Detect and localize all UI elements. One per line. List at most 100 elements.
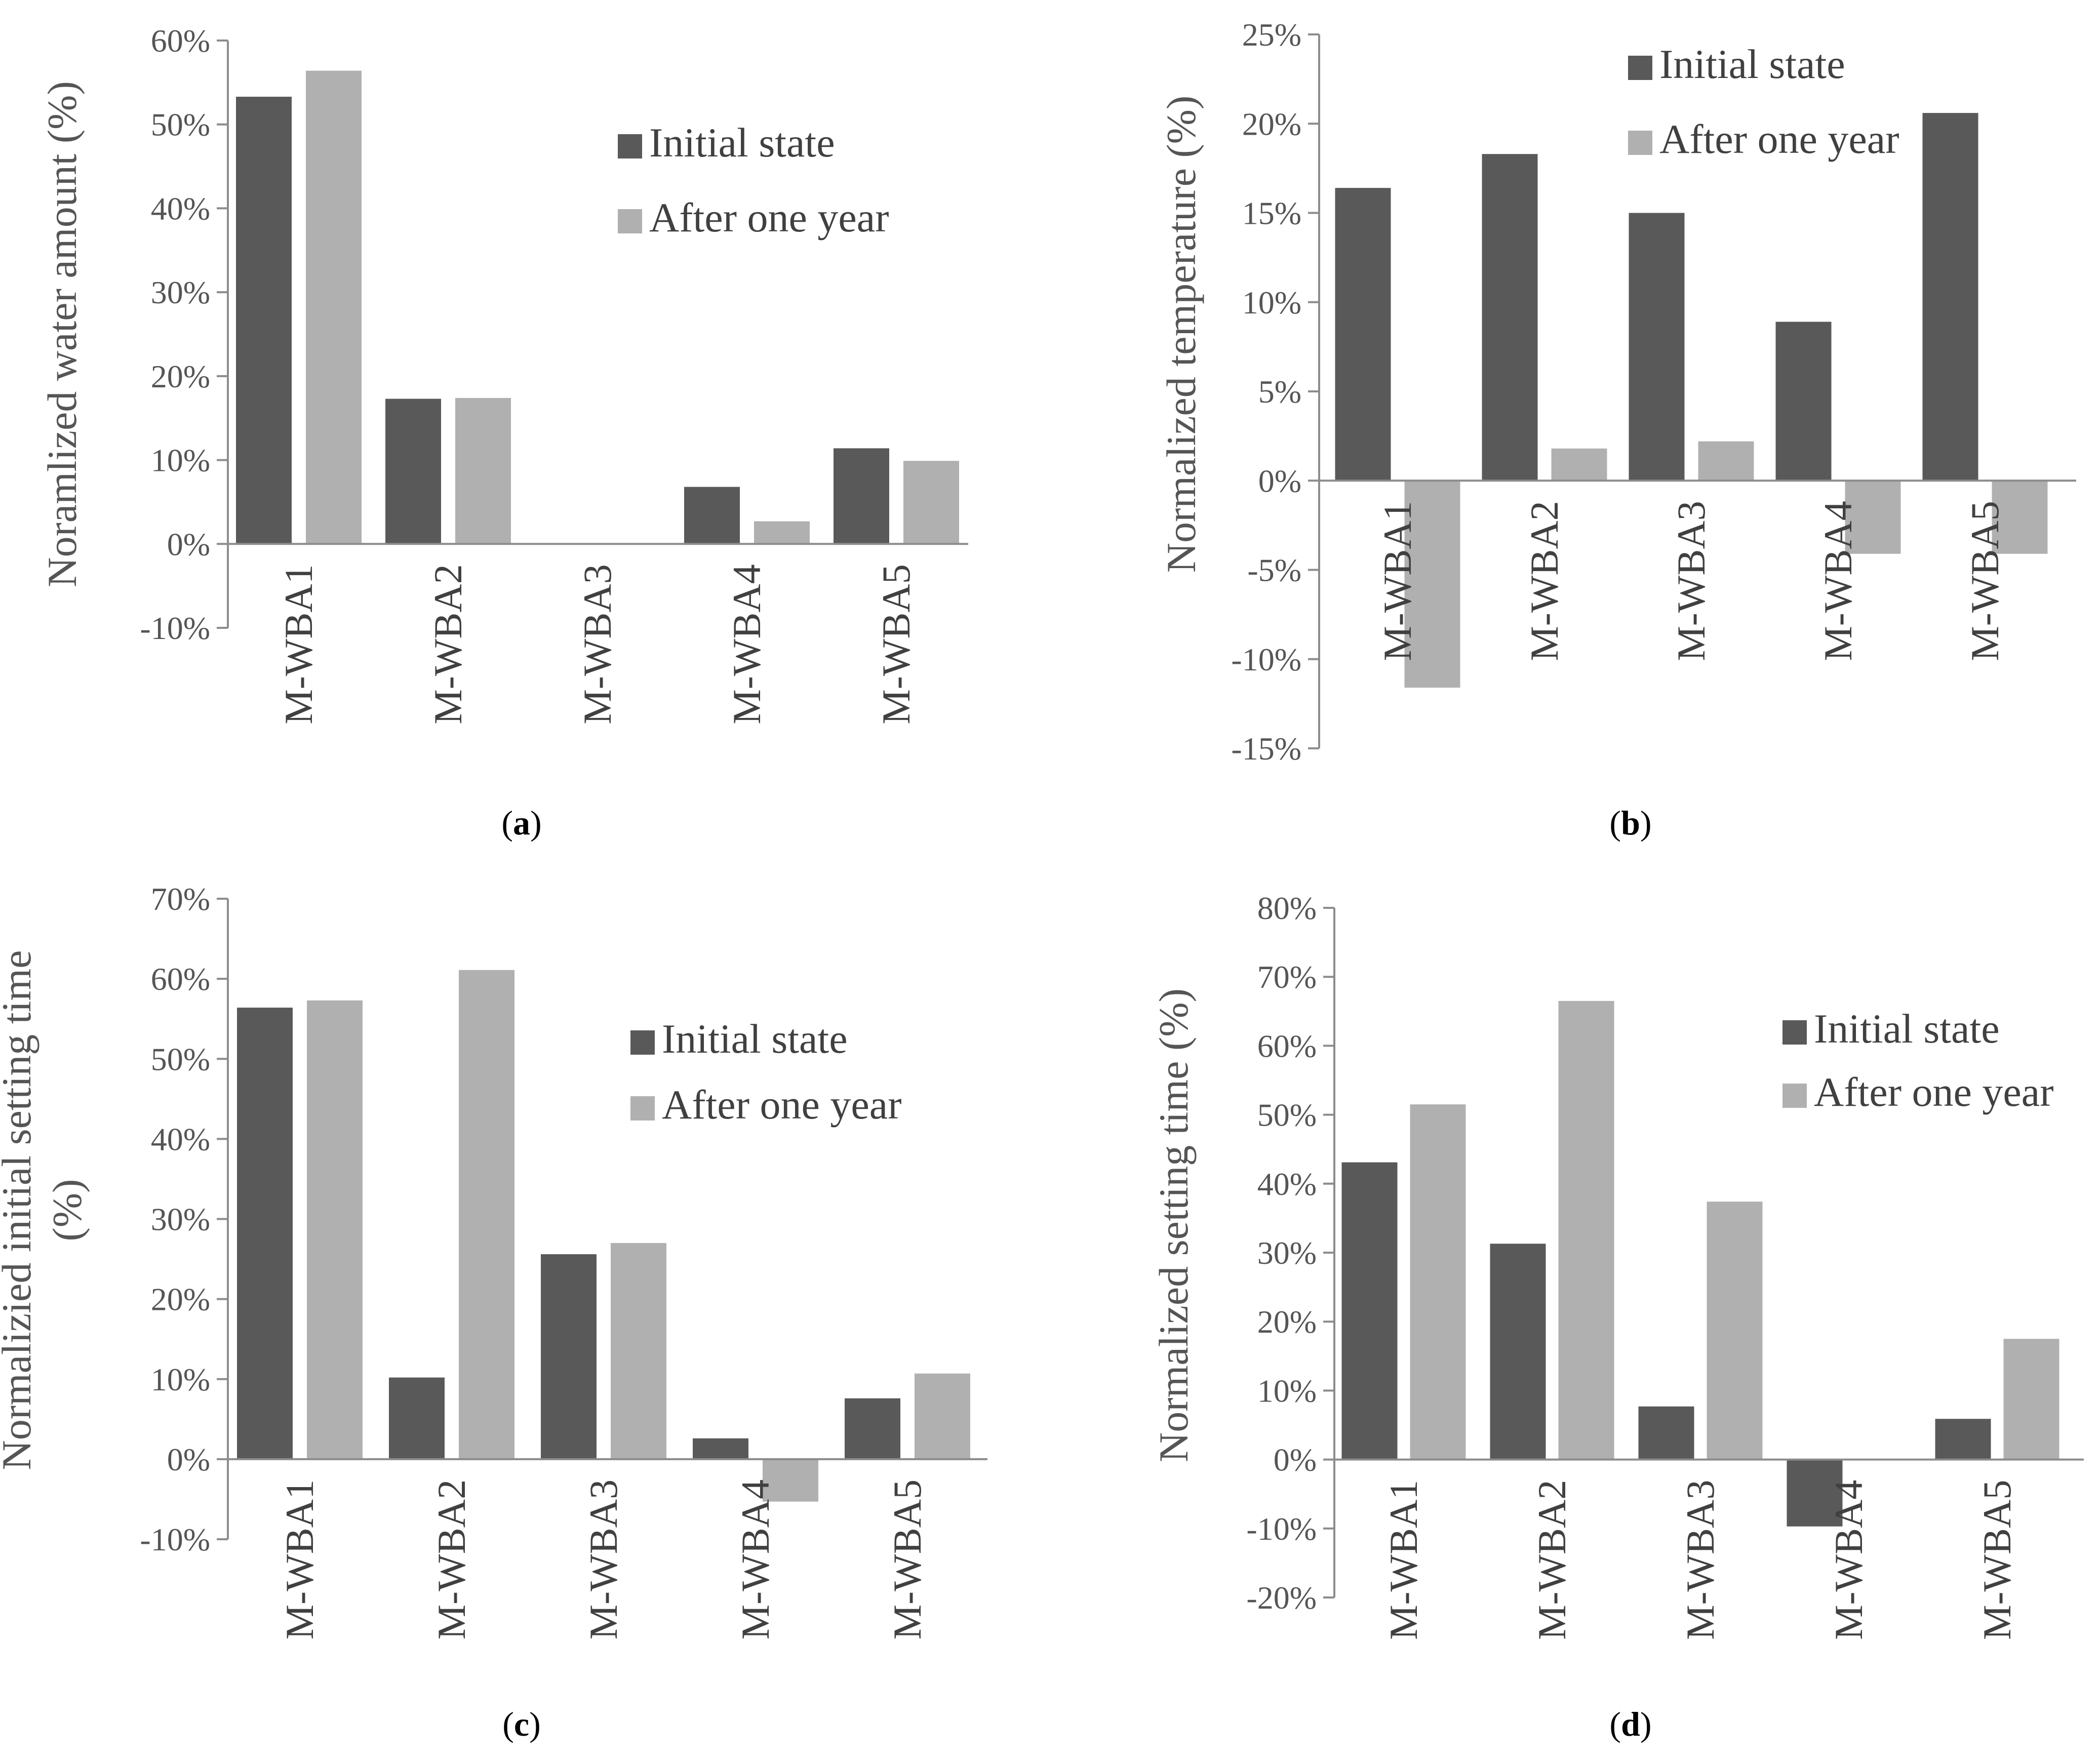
- legend-swatch: [1628, 131, 1652, 155]
- category-label: M-WBA2: [429, 1479, 473, 1639]
- panel-letter: a: [513, 804, 530, 842]
- legend-label: After one year: [1814, 1069, 2054, 1115]
- y-tick-label: 10%: [151, 1362, 210, 1397]
- bar-after-m-wba5: [915, 1373, 970, 1459]
- y-tick-label: -5%: [1247, 552, 1301, 588]
- y-tick-label: -10%: [1246, 1511, 1317, 1547]
- bar-after-m-wba2: [459, 970, 514, 1459]
- bar-after-m-wba5: [2003, 1339, 2059, 1460]
- bar-initial-m-wba2: [1490, 1244, 1546, 1460]
- category-label: M-WBA4: [1827, 1480, 1871, 1640]
- y-axis-title: Normalized setting time (%): [1151, 988, 1197, 1462]
- bar-initial-m-wba4: [1775, 322, 1832, 481]
- category-label: M-WBA5: [1975, 1480, 2019, 1640]
- y-axis-title-line: Noramlized water amount (%): [39, 81, 85, 587]
- legend: Initial state After one year: [630, 1016, 902, 1128]
- legend-swatch: [1782, 1020, 1807, 1045]
- y-tick-label: 5%: [1258, 374, 1301, 410]
- y-tick-label: 60%: [1257, 1028, 1317, 1064]
- category-label: M-WBA3: [1678, 1480, 1722, 1640]
- bar-initial-m-wba5: [1935, 1419, 1991, 1460]
- legend-swatch: [1628, 56, 1652, 80]
- category-label: M-WBA2: [426, 564, 470, 724]
- panel-letter: c: [514, 1705, 529, 1743]
- legend-label: After one year: [662, 1082, 902, 1128]
- category-label: M-WBA1: [1381, 1480, 1425, 1640]
- y-axis-title: Normalizied initial setting time(%): [0, 950, 90, 1470]
- bar-initial-m-wba1: [236, 97, 292, 544]
- category-label: M-WBA2: [1522, 501, 1566, 661]
- panel-label: (d): [1609, 1705, 1651, 1743]
- bar-after-m-wba5: [1992, 481, 2048, 554]
- y-axis-title: Noramlized water amount (%): [39, 81, 85, 587]
- chart-panel-a: -10% 0% 10% 20% 30% 40% 50% 60% M-WBA1 M-WBA2 M-WB…: [39, 23, 968, 842]
- legend-label: Initial state: [649, 119, 835, 166]
- legend: Initial state After one year: [1782, 1006, 2054, 1115]
- y-tick-label: 40%: [151, 1121, 210, 1157]
- bar-initial-m-wba3: [541, 1254, 597, 1459]
- y-tick-label: 10%: [1242, 285, 1301, 321]
- category-label: M-WBA3: [575, 564, 619, 724]
- legend: Initial state After one year: [1628, 41, 1899, 162]
- bar-after-m-wba1: [1410, 1104, 1466, 1460]
- legend: Initial state After one year: [618, 119, 889, 241]
- bar-initial-m-wba2: [389, 1377, 445, 1459]
- bar-initial-m-wba1: [1335, 188, 1391, 481]
- legend-swatch: [630, 1096, 655, 1121]
- bar-after-m-wba2: [455, 397, 511, 544]
- category-label: M-WBA4: [725, 564, 769, 724]
- y-tick-label: 0%: [167, 1442, 210, 1477]
- bar-initial-m-wba5: [845, 1398, 900, 1459]
- chart-panel-d: -20% -10% 0% 10% 20% 30% 40% 50% 60% 70% 80% M-WBA1…: [1151, 890, 2084, 1743]
- y-tick-label: 30%: [151, 274, 210, 310]
- bar-after-m-wba2: [1558, 1001, 1614, 1460]
- category-label: M-WBA5: [885, 1479, 929, 1639]
- bar-initial-m-wba2: [385, 398, 441, 544]
- legend-label: Initial state: [1814, 1006, 2000, 1052]
- bar-after-m-wba3: [611, 1243, 666, 1459]
- bar-after-m-wba1: [306, 70, 362, 544]
- y-tick-label: 10%: [151, 443, 210, 478]
- bar-initial-m-wba4: [684, 487, 740, 544]
- bar-after-m-wba1: [307, 1000, 363, 1459]
- y-tick-label: 30%: [151, 1202, 210, 1237]
- panel-letter: b: [1621, 804, 1640, 842]
- panel-label: (a): [501, 804, 541, 842]
- y-tick-label: 20%: [151, 358, 210, 394]
- bar-initial-m-wba5: [1922, 113, 1978, 481]
- y-tick-label: 0%: [1258, 463, 1301, 499]
- y-tick-label: 20%: [151, 1282, 210, 1317]
- legend-label: Initial state: [1659, 41, 1845, 87]
- y-tick-label: 40%: [151, 190, 210, 226]
- y-tick-label: 20%: [1242, 106, 1301, 142]
- y-axis-title-line: Normalized setting time (%): [1151, 988, 1197, 1462]
- bar-initial-m-wba3: [1629, 213, 1685, 481]
- y-tick-label: 50%: [151, 1041, 210, 1077]
- y-axis-title-line: (%): [44, 1179, 90, 1242]
- category-label: M-WBA2: [1530, 1480, 1574, 1640]
- legend-swatch: [618, 134, 642, 158]
- legend-swatch: [630, 1030, 655, 1055]
- y-tick-label: 80%: [1257, 890, 1317, 926]
- y-tick-label: 10%: [1257, 1373, 1317, 1409]
- y-tick-label: 70%: [151, 881, 210, 917]
- y-tick-label: 25%: [1242, 17, 1301, 53]
- legend-label: Initial state: [662, 1016, 848, 1062]
- y-tick-label: 40%: [1257, 1166, 1317, 1202]
- bar-initial-m-wba3: [1638, 1406, 1694, 1460]
- bar-after-m-wba4: [763, 1459, 818, 1502]
- category-label: M-WBA4: [733, 1479, 777, 1639]
- category-label: M-WBA3: [1669, 501, 1713, 661]
- category-label: M-WBA1: [276, 564, 321, 724]
- y-tick-label: -20%: [1246, 1580, 1317, 1616]
- bar-initial-m-wba5: [834, 448, 889, 544]
- bar-after-m-wba3: [1707, 1202, 1763, 1460]
- legend-label: After one year: [1659, 116, 1899, 162]
- y-tick-label: 60%: [151, 961, 210, 997]
- bar-after-m-wba5: [903, 461, 959, 544]
- category-label: M-WBA5: [1963, 501, 2007, 661]
- bar-after-m-wba1: [1404, 481, 1460, 688]
- bar-after-m-wba3: [1698, 441, 1754, 481]
- bar-initial-m-wba1: [237, 1008, 293, 1459]
- y-tick-label: 50%: [151, 107, 210, 143]
